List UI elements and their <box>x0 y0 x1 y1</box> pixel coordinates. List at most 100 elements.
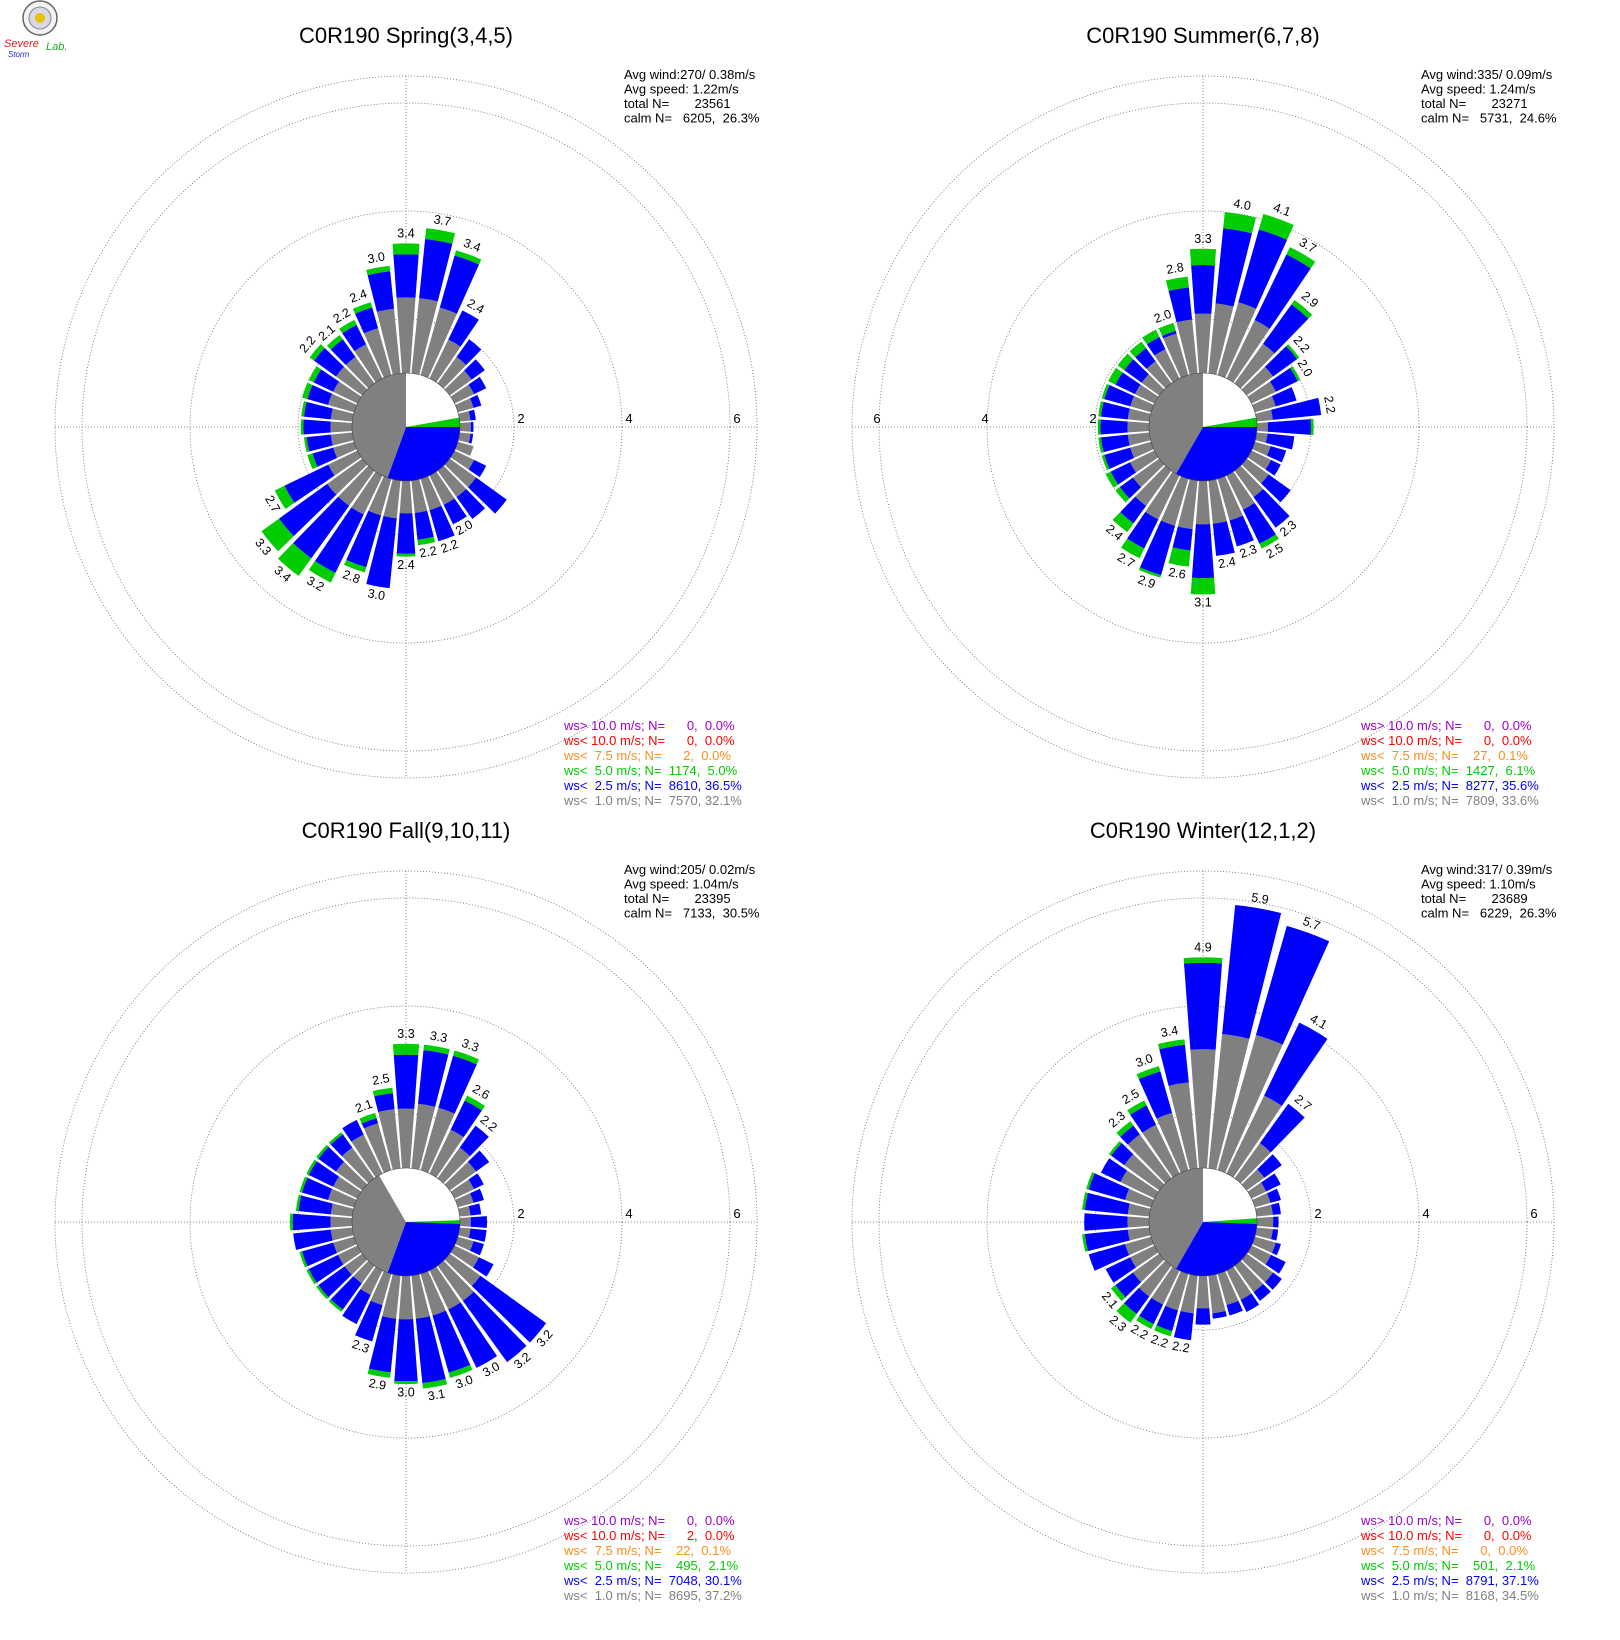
bar-segment-lt1 <box>1151 1266 1180 1305</box>
bar-segment-lt1 <box>1234 1143 1271 1184</box>
bar-segment-lt1 <box>344 1253 368 1275</box>
bar-segment-lt1 <box>330 1203 354 1217</box>
bar-segment-lt2-5 <box>293 1229 333 1250</box>
bar-label: 2.4 <box>397 558 414 572</box>
bar-segment-lt5 <box>300 419 304 435</box>
bar-segment-lt2-5 <box>1195 1308 1211 1325</box>
bar-segment-lt1 <box>1168 1082 1198 1170</box>
bar-segment-lt2-5 <box>303 401 333 420</box>
bar-segment-lt1 <box>363 1123 392 1173</box>
bar-segment-lt2-5 <box>1267 1188 1281 1203</box>
bar-label: 5.7 <box>1301 914 1322 933</box>
bar-segment-lt2-5 <box>429 505 455 542</box>
radial-tick-label: 2 <box>1089 411 1096 426</box>
bar-segment-lt5 <box>299 1176 308 1193</box>
stats-line: Avg wind:205/ 0.02m/s <box>624 862 756 877</box>
bar-segment-lt1 <box>444 1161 477 1191</box>
bar-segment-lt2-5 <box>1253 1283 1271 1301</box>
bar-segment-lt2-5 <box>471 1275 547 1343</box>
bar-segment-lt2-5 <box>1138 1071 1173 1119</box>
bar-segment-lt5 <box>1190 577 1216 595</box>
stats-line: calm N= 6229, 26.3% <box>1421 906 1557 921</box>
bar-segment-lt2-5 <box>1259 1103 1305 1153</box>
bar-segment-lt1 <box>1208 479 1227 524</box>
bar-label: 2.2 <box>1171 1339 1191 1356</box>
legend-entry-lt10: ws< 10.0 m/s; N= 0, 0.0% <box>1360 1528 1532 1543</box>
bar-segment-lt5 <box>448 1364 473 1378</box>
severe-storm-lab-logo: Severe Storm Lab. <box>4 0 67 59</box>
bar-segment-lt5 <box>1101 454 1110 471</box>
bar-segment-lt1 <box>399 480 413 514</box>
bar-segment-lt1 <box>330 421 353 433</box>
bar-segment-lt5 <box>302 382 313 400</box>
bar-segment-lt1 <box>328 450 362 476</box>
radial-tick-label: 6 <box>873 411 880 426</box>
bar-segment-lt2-5 <box>470 1216 487 1228</box>
bar-segment-lt2-5 <box>1269 367 1298 392</box>
bar-segment-lt2-5 <box>1115 1272 1142 1298</box>
bar-segment-lt1 <box>1241 366 1274 396</box>
bar-segment-lt1 <box>1130 1245 1159 1268</box>
bar-segment-lt2-5 <box>1110 462 1137 485</box>
bar-segment-lt5 <box>308 366 322 383</box>
calm-slice <box>1176 427 1257 481</box>
bar-segment-lt2-5 <box>1084 1229 1130 1252</box>
bar-segment-lt1 <box>1208 1274 1226 1314</box>
bar-segment-lt2-5 <box>1172 526 1193 551</box>
bar-segment-lt1 <box>338 465 375 506</box>
bar-segment-lt1 <box>1226 471 1255 510</box>
bar-segment-lt2-5 <box>1271 387 1297 407</box>
bar-segment-lt1 <box>437 1260 474 1301</box>
bar-segment-lt1 <box>1226 1095 1282 1178</box>
bar-segment-lt1 <box>333 441 357 458</box>
bar-segment-lt5 <box>326 335 343 350</box>
bar-segment-lt2-5 <box>1267 446 1287 463</box>
bar-segment-lt5 <box>1258 213 1294 240</box>
bar-segment-lt5 <box>396 553 416 557</box>
bar-segment-lt1 <box>1194 313 1212 374</box>
bar-label: 2.8 <box>341 567 362 586</box>
bar-segment-lt5 <box>1136 1066 1161 1080</box>
bar-segment-lt2-5 <box>318 1266 352 1298</box>
bar-segment-lt5 <box>1286 344 1300 360</box>
bar-segment-lt1 <box>411 479 428 513</box>
bar-segment-lt1 <box>1195 480 1211 525</box>
bar-segment-lt1 <box>1252 1193 1271 1208</box>
bar-segment-lt1 <box>1208 1033 1250 1170</box>
bar-segment-lt2-5 <box>346 510 382 568</box>
calm-slice <box>406 417 460 427</box>
bar-segment-lt1 <box>330 1227 354 1241</box>
bar-segment-lt5 <box>1127 1100 1147 1115</box>
bar-segment-lt5 <box>1223 212 1256 234</box>
bar-label: 3.0 <box>367 586 387 603</box>
bar-segment-lt1 <box>1165 1271 1189 1311</box>
bar-segment-lt1 <box>1226 1266 1252 1300</box>
bar-segment-lt1 <box>1217 302 1257 378</box>
bar-segment-lt5 <box>359 1112 377 1124</box>
legend-entry-gt10: ws> 10.0 m/s; N= 0, 0.0% <box>1360 1513 1532 1528</box>
bar-segment-lt1 <box>327 458 368 495</box>
bar-segment-lt1 <box>437 356 467 389</box>
radial-tick-label: 4 <box>625 1206 632 1221</box>
legend-entry-lt2_5: ws< 2.5 m/s; N= 8610, 36.5% <box>563 778 742 793</box>
bar-label: 2.2 <box>1321 395 1338 415</box>
bar-label: 3.0 <box>366 249 386 266</box>
radial-tick-label: 2 <box>517 411 524 426</box>
bar-label: 2.9 <box>368 1376 388 1393</box>
bar-segment-lt1 <box>328 393 357 413</box>
bar-segment-lt5 <box>1129 341 1147 358</box>
bar-segment-lt1 <box>1127 1203 1151 1217</box>
bar-segment-lt2-5 <box>1139 520 1176 576</box>
bar-segment-lt1 <box>1255 1204 1273 1217</box>
bar-segment-lt2-5 <box>1105 1257 1137 1283</box>
bar-segment-lt5 <box>1121 538 1145 559</box>
bar-label: 3.0 <box>454 1372 475 1391</box>
calm-slice <box>1203 373 1257 427</box>
bar-label: 4.1 <box>1271 200 1292 219</box>
bar-segment-lt2-5 <box>342 1288 371 1325</box>
bar-segment-lt2-5 <box>1130 1105 1156 1133</box>
bar-segment-lt1 <box>1234 343 1275 389</box>
bar-segment-lt1 <box>1256 1216 1274 1228</box>
radial-tick-label: 6 <box>733 1206 740 1221</box>
bar-segment-lt2-5 <box>1184 962 1222 1050</box>
